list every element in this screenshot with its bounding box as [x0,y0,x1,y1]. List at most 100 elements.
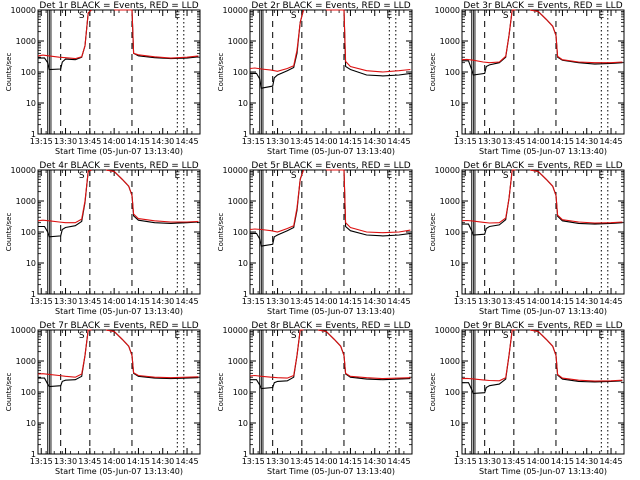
x-tick-label: 13:30 [54,297,77,306]
x-tick-label: 14:30 [363,457,386,466]
x-tick-label: 14:30 [575,457,598,466]
y-axis-label: Counts/sec [217,53,225,92]
series-line-lld [105,329,199,379]
x-tick-label: 13:45 [290,137,313,146]
x-tick-label: 13:30 [266,457,289,466]
x-tick-label: 13:45 [502,457,525,466]
chart-title: Det 5r BLACK = Events, RED = LLD [251,161,410,171]
marker-label: S [291,171,297,181]
y-tick-label: 1000 [16,37,36,46]
y-tick-label: 1 [31,130,36,139]
y-tick-label: 10 [238,419,248,428]
panel: Det 5r BLACK = Events, RED = LLD 1 10 100 10… [217,161,413,316]
x-tick-label: 14:00 [527,137,550,146]
x-tick-label: 14:30 [575,297,598,306]
x-tick-label: 14:15 [127,297,150,306]
x-tick-label: 14:45 [176,137,199,146]
x-tick-label: 13:15 [242,297,265,306]
plot-frame [37,329,201,455]
x-axis-label: Start Time (05-Jun-07 13:13:40) [479,307,607,316]
panel: Det 8r BLACK = Events, RED = LLD 1 10 100 10… [217,321,413,476]
x-tick-label: 13:30 [54,137,77,146]
plot-frame [249,329,413,455]
x-tick-label: 14:45 [388,297,411,306]
series-line-events [326,169,411,237]
x-tick-label: 13:15 [454,457,477,466]
y-tick-label: 10000 [223,6,248,15]
y-tick-label: 1000 [440,197,460,206]
x-tick-label: 14:00 [315,297,338,306]
x-axis-label: Start Time (05-Jun-07 13:13:40) [479,147,607,156]
x-tick-label: 14:45 [600,297,623,306]
chart-title: Det 2r BLACK = Events, RED = LLD [251,1,410,11]
x-tick-label: 14:30 [363,297,386,306]
marker-label: S [503,171,509,181]
y-tick-label: 1 [455,130,460,139]
x-tick-label: 14:15 [339,297,362,306]
series-line-lld [105,169,199,223]
marker-label: E [598,331,604,341]
series-line-lld [37,329,92,378]
y-tick-label: 10 [26,259,36,268]
x-tick-label: 13:45 [78,137,101,146]
y-axis-label: Counts/sec [429,213,437,252]
y-tick-label: 10 [26,419,36,428]
series-line-events [529,329,623,383]
y-tick-label: 1000 [228,357,248,366]
series-line-lld [37,9,92,60]
x-tick-label: 13:15 [454,137,477,146]
x-tick-label: 13:30 [478,137,501,146]
marker-label: S [503,11,509,21]
plot-frame [461,169,625,295]
x-axis-label: Start Time (05-Jun-07 13:13:40) [267,147,395,156]
y-tick-label: 100 [445,388,460,397]
x-tick-label: 13:30 [478,297,501,306]
series-line-lld [529,329,623,382]
x-tick-label: 14:30 [575,137,598,146]
marker-label: S [503,331,509,341]
x-tick-label: 14:15 [127,137,150,146]
y-tick-label: 1000 [228,197,248,206]
marker-label: S [291,11,297,21]
marker-label: E [598,11,604,21]
x-tick-label: 13:45 [502,137,525,146]
x-tick-label: 13:45 [78,457,101,466]
x-tick-label: 14:45 [176,297,199,306]
series-line-lld [249,329,304,379]
series-line-lld [114,9,199,59]
y-axis-label: Counts/sec [217,213,225,252]
y-axis-label: Counts/sec [217,373,225,412]
x-tick-label: 13:30 [54,457,77,466]
x-tick-label: 13:30 [266,297,289,306]
x-tick-label: 13:45 [78,297,101,306]
y-tick-label: 10 [238,99,248,108]
y-tick-label: 1000 [16,357,36,366]
x-tick-label: 14:45 [600,457,623,466]
plot-frame [461,9,625,135]
x-tick-label: 14:15 [551,137,574,146]
y-tick-label: 1000 [228,37,248,46]
series-line-lld [529,9,623,64]
x-tick-label: 13:45 [502,297,525,306]
y-tick-label: 10000 [223,166,248,175]
panel: Det 2r BLACK = Events, RED = LLD 1 10 100 10… [217,1,413,156]
marker-label: E [174,11,180,21]
panel: Det 7r BLACK = Events, RED = LLD 1 10 100 10… [5,321,201,476]
y-tick-label: 100 [21,388,36,397]
x-tick-label: 13:30 [266,137,289,146]
chart-title: Det 4r BLACK = Events, RED = LLD [39,161,198,171]
plot-frame [37,169,201,295]
x-tick-label: 13:45 [290,457,313,466]
y-tick-label: 100 [21,68,36,77]
series-line-lld [529,169,623,224]
series-line-events [250,9,305,89]
x-axis-label: Start Time (05-Jun-07 13:13:40) [55,307,183,316]
chart-title: Det 9r BLACK = Events, RED = LLD [463,321,622,331]
y-tick-label: 10000 [223,326,248,335]
y-axis-label: Counts/sec [5,373,13,412]
y-tick-label: 100 [445,228,460,237]
marker-label: E [174,171,180,181]
x-axis-label: Start Time (05-Jun-07 13:13:40) [55,147,183,156]
y-tick-label: 10 [450,419,460,428]
x-tick-label: 13:45 [290,297,313,306]
